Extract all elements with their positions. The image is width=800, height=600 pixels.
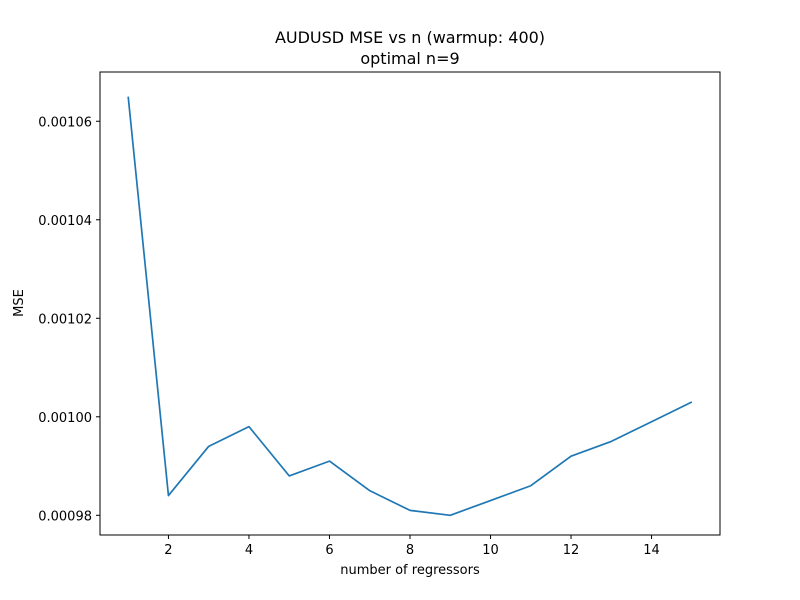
plot-background [100,72,720,535]
x-tick-label: 6 [325,543,333,558]
y-axis-ticks: 0.00098 0.00100 0.00102 0.00104 0.00106 [38,115,100,524]
y-tick-label: 0.00102 [38,312,92,327]
plot-frame [99,71,721,536]
y-tick-label: 0.00098 [38,509,92,524]
chart-title: AUDUSD MSE vs n (warmup: 400) [275,28,545,47]
x-tick-label: 8 [406,543,414,558]
chart-subtitle: optimal n=9 [360,49,459,68]
y-axis-label: MSE [12,289,27,317]
x-tick-label: 4 [245,543,253,558]
series-layer [127,96,693,517]
y-tick-label: 0.00104 [38,214,92,229]
x-axis-ticks: 2 4 6 8 10 12 14 [164,535,660,558]
y-tick-label: 0.00100 [38,411,92,426]
series-line [127,96,693,517]
y-tick-label: 0.00106 [38,115,92,130]
x-tick-label: 14 [643,543,660,558]
x-tick-label: 2 [164,543,172,558]
plot-area [100,72,720,535]
x-axis-label: number of regressors [340,563,480,578]
x-tick-label: 10 [482,543,499,558]
x-tick-label: 12 [563,543,580,558]
